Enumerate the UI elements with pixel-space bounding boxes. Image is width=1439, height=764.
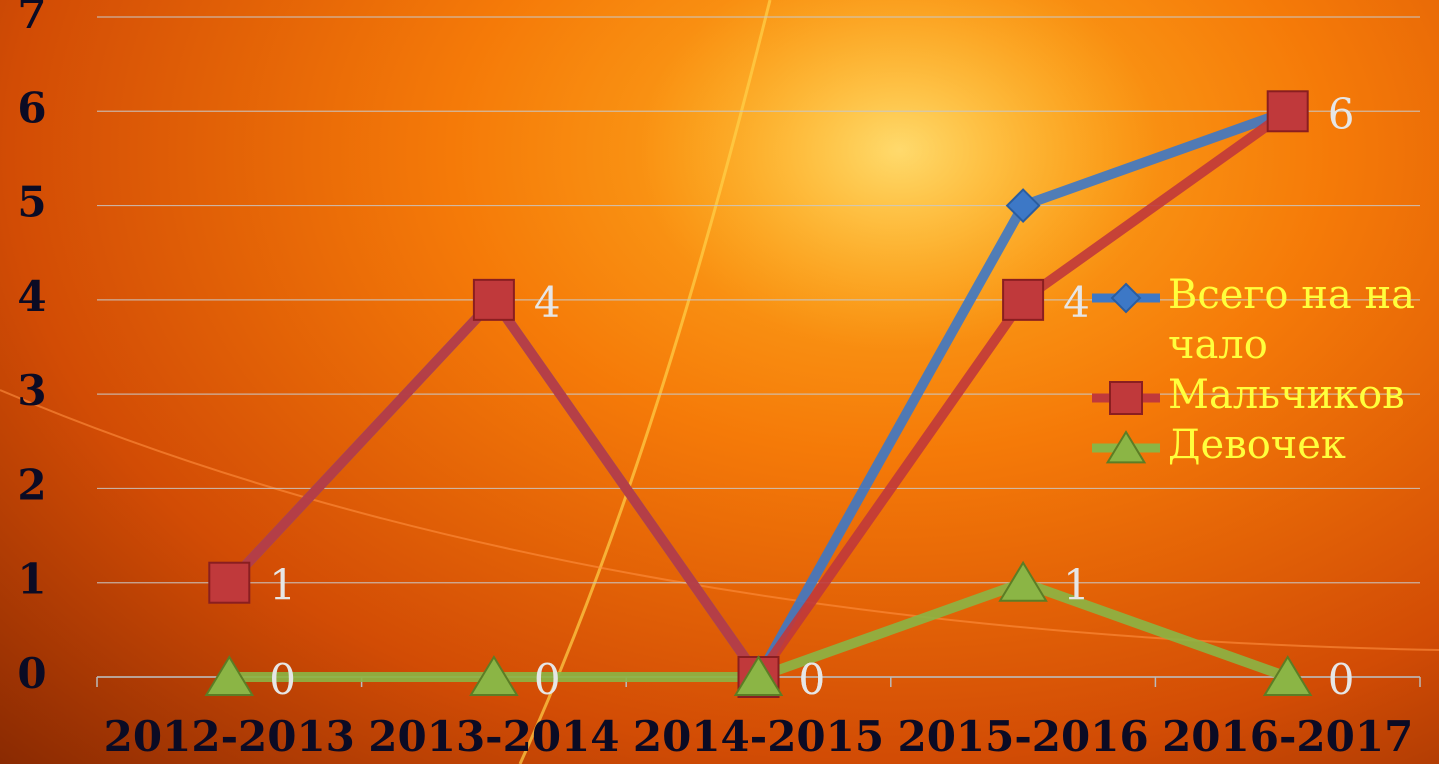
data-label: 0: [534, 655, 561, 704]
data-label: 0: [269, 655, 296, 704]
x-tick-label: 2015-2016: [897, 712, 1148, 761]
marker: [733, 655, 784, 696]
x-tick-label: 2012-2013: [104, 712, 355, 761]
x-tick-label: 2016-2017: [1162, 712, 1413, 761]
data-label: 6: [1328, 89, 1355, 138]
legend-icon: [1092, 282, 1160, 314]
x-tick-label: 2013-2014: [368, 712, 619, 761]
data-label: 4: [534, 278, 561, 327]
legend-item: Всего на начало: [1090, 270, 1435, 370]
marker: [204, 655, 255, 696]
marker: [1005, 188, 1041, 223]
y-tick-label: 5: [17, 178, 46, 227]
legend-label: Всего на начало: [1168, 272, 1415, 368]
legend-icon: [1092, 430, 1160, 464]
background-glow: [640, 0, 1160, 350]
data-label: 1: [1063, 561, 1090, 610]
marker: [472, 278, 515, 321]
y-tick-label: 2: [17, 460, 46, 509]
marker: [1105, 430, 1147, 464]
data-label: 0: [1328, 655, 1355, 704]
y-tick-label: 3: [17, 366, 46, 415]
background-arc: [518, 0, 772, 764]
legend-icon: [1092, 381, 1160, 415]
data-label: 4: [1063, 278, 1090, 327]
data-label: 0: [799, 655, 826, 704]
y-tick-label: 0: [17, 649, 46, 698]
y-tick-label: 4: [17, 272, 46, 321]
y-tick-label: 1: [17, 555, 46, 604]
data-label: 1: [269, 561, 296, 610]
y-tick-label: 6: [17, 83, 46, 132]
marker: [469, 655, 519, 696]
legend: Всего на начало Мальчиков Девочек: [1090, 270, 1435, 470]
marker: [998, 560, 1048, 602]
marker: [1109, 381, 1143, 415]
marker: [1110, 282, 1142, 314]
legend-label: Мальчиков: [1168, 372, 1405, 418]
marker: [1002, 278, 1045, 321]
data-label: 0: [799, 655, 826, 704]
marker: [1266, 90, 1309, 133]
x-tick-label: 2014-2015: [633, 712, 884, 761]
marker: [1262, 655, 1313, 696]
legend-item: Девочек: [1090, 420, 1435, 470]
legend-label: Девочек: [1168, 422, 1346, 468]
legend-item: Мальчиков: [1090, 370, 1435, 420]
marker: [208, 561, 251, 604]
y-tick-label: 7: [17, 0, 46, 38]
